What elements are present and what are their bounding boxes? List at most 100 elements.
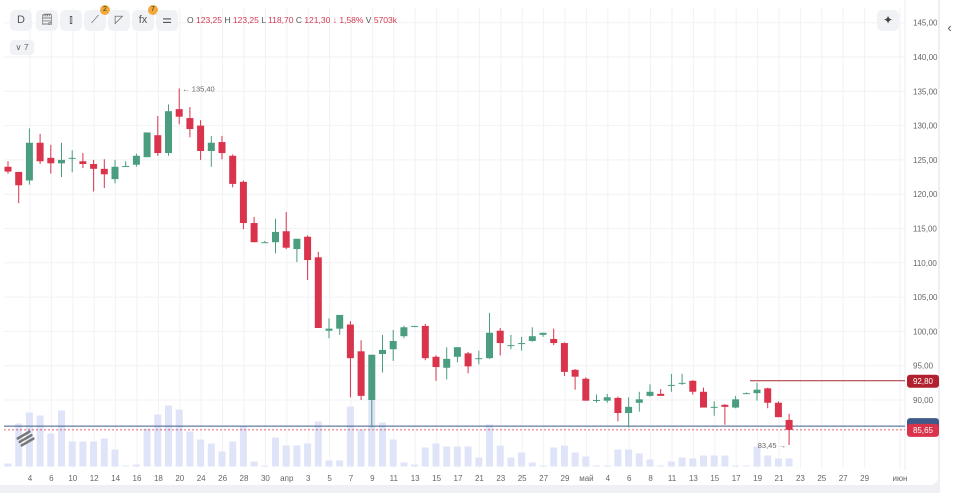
x-tick-label: 21 (775, 474, 784, 483)
volume-bar (453, 446, 461, 467)
x-tick-label: 15 (432, 474, 441, 483)
candle-down (47, 157, 55, 164)
high-annotation: ← 135,40 (182, 85, 215, 94)
volume-bar (239, 426, 247, 467)
volume-bar (593, 465, 600, 467)
candle-up (518, 343, 526, 345)
volume-bar (197, 439, 205, 467)
level-price-badge (907, 374, 939, 388)
indicators-button[interactable]: fx 7 (132, 5, 158, 31)
candle-up (68, 157, 76, 159)
volume-bar (486, 424, 493, 467)
volume-bar (475, 457, 483, 467)
interval-button[interactable]: D (10, 10, 32, 31)
x-tick-label: 25 (518, 474, 527, 483)
last-price-badge (907, 423, 939, 437)
candle-up (132, 155, 140, 165)
y-tick-label: 140,00 (913, 53, 938, 62)
x-tick-label: 29 (561, 474, 570, 483)
x-tick-label: 28 (240, 474, 249, 483)
candle-down (785, 419, 793, 430)
x-tick-label: 4 (606, 474, 611, 483)
low-label: L (261, 15, 266, 25)
candle-up (667, 384, 675, 386)
volume-bar (186, 431, 194, 467)
volume-bar (207, 443, 215, 467)
volume-bar (25, 412, 33, 467)
candle-up (753, 389, 761, 394)
collapse-indicators-button[interactable]: ∨ 7 (10, 40, 34, 55)
candle-down (346, 324, 354, 359)
candle-down (15, 171, 23, 186)
candle-down (550, 338, 558, 344)
volume-bar (710, 455, 718, 467)
x-tick-label: 13 (689, 474, 698, 483)
volume-bar (732, 465, 740, 467)
volume-bar (742, 465, 750, 467)
candle-down (197, 125, 205, 151)
volume-bar (346, 406, 354, 467)
candle-up (411, 325, 419, 327)
volume-bar (539, 465, 547, 467)
candle-up (453, 347, 461, 357)
candle-up (625, 406, 633, 414)
candles-button[interactable]: ⫾ (60, 10, 82, 31)
volume-bar (518, 452, 526, 467)
x-tick-label: 5 (327, 474, 332, 483)
volume-bar (646, 459, 654, 467)
y-tick-label: 120,00 (913, 190, 938, 199)
volume-bar (68, 441, 76, 467)
candle-up (368, 354, 376, 400)
candle-down (689, 380, 697, 392)
candle-down (571, 369, 579, 377)
chevron-left-icon[interactable]: ‹ (947, 20, 952, 35)
shapes-button[interactable]: ◸ (108, 10, 130, 31)
candle-up (646, 391, 654, 396)
y-tick-label: 100,00 (913, 327, 938, 336)
volume-bar (175, 409, 183, 467)
x-tick-label: 6 (627, 474, 632, 483)
x-tick-label: 24 (197, 474, 206, 483)
candle-up (528, 336, 536, 342)
volume-bar (614, 449, 622, 467)
notes-button[interactable]: 🗒 (36, 10, 58, 31)
x-tick-label: 15 (710, 474, 719, 483)
ai-assistant-icon[interactable]: ✦ (877, 10, 899, 31)
volume-bar (90, 441, 98, 467)
x-tick-label: 27 (839, 474, 848, 483)
volume-bar (507, 457, 515, 467)
open-label: O (187, 15, 194, 25)
volume-bar (250, 461, 258, 467)
candle-up (475, 358, 483, 360)
candle-down (154, 135, 162, 154)
settings-sliders-button[interactable]: ⚌ (156, 10, 178, 31)
candle-down (4, 166, 12, 172)
volume-bar (58, 410, 65, 467)
x-tick-label: 12 (90, 474, 99, 483)
volume-label: V (365, 15, 372, 25)
candle-up (325, 328, 333, 331)
volume-bar (560, 445, 568, 467)
volume-bar (411, 464, 419, 467)
volume-bar (379, 422, 386, 467)
volume-bar (764, 455, 772, 467)
volume-bar (368, 399, 376, 467)
low-annotation: 83,45 → (758, 441, 786, 450)
y-tick-label: 90,00 (913, 396, 934, 405)
count-badge: 7 (148, 5, 158, 15)
y-tick-label: 135,00 (913, 87, 938, 96)
candle-down (357, 351, 365, 396)
volume-bar (165, 405, 172, 467)
volume-bar (357, 429, 365, 467)
candle-down (314, 257, 322, 328)
volume-bar (325, 460, 333, 467)
open-value: 123,25 (196, 15, 222, 25)
x-tick-label: май (579, 474, 593, 483)
drawing-tools-button[interactable]: ⟋ 2 (84, 5, 110, 31)
x-tick-label: 23 (496, 474, 505, 483)
x-tick-label: 17 (454, 474, 463, 483)
candle-up (58, 159, 65, 164)
candle-up (603, 397, 611, 401)
candle-down (421, 325, 429, 359)
